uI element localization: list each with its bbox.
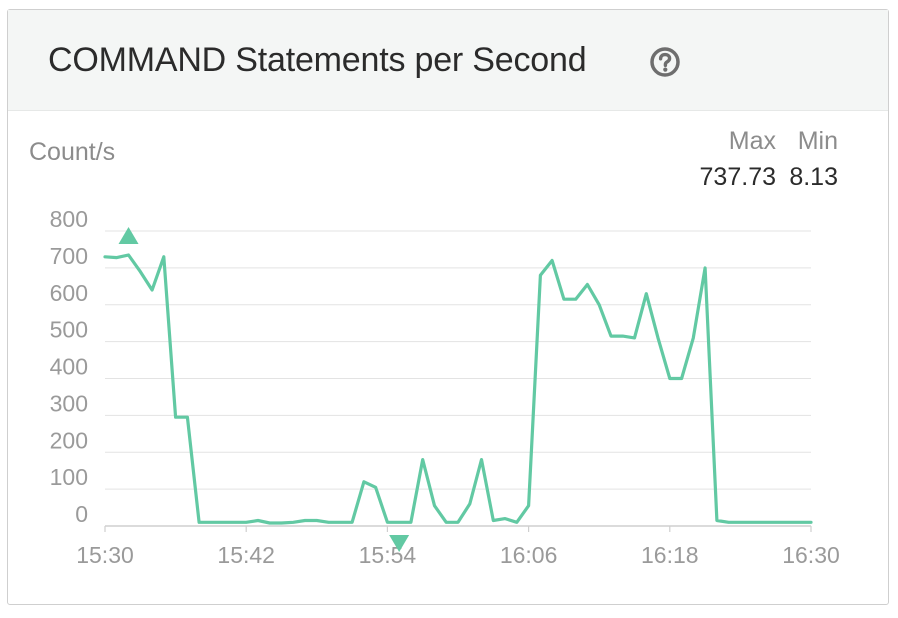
min-marker-icon [389,535,410,552]
series-layer [103,253,813,525]
y-tick-label: 0 [75,501,88,527]
panel-title: COMMAND Statements per Second [48,41,587,79]
x-tick-label: 16:18 [641,542,699,568]
x-tick-label: 15:42 [217,542,275,568]
min-label: Min [797,127,838,155]
max-marker-icon [118,226,139,244]
question-circle-icon[interactable] [649,46,681,78]
x-tick-label: 15:54 [359,542,417,568]
y-tick-label: 500 [50,317,88,343]
x-tick-label: 16:30 [782,542,840,568]
max-label: Max [728,127,776,155]
max-value: 737.73 [699,163,776,191]
min-stat: Min 8.13 [786,124,838,196]
marker-layer [118,226,410,552]
unit-label: Count/s [29,138,116,166]
x-tick-label: 16:06 [500,542,558,568]
y-tick-label: 700 [50,243,88,269]
x-tick-label: 15:30 [76,542,134,568]
x-axis-ticks: 15:30 15:42 15:54 16:06 16:18 16:30 [76,526,840,568]
y-tick-label: 400 [50,354,88,380]
min-value: 8.13 [789,163,838,191]
y-tick-label: 600 [50,280,88,306]
panel-header: COMMAND Statements per Second [8,10,888,111]
y-tick-label: 100 [50,464,88,490]
series-line [103,253,813,525]
y-axis-ticks: 0 100 200 300 400 500 600 700 800 [50,206,88,527]
grid-lines [105,230,811,527]
y-tick-label: 300 [50,390,88,416]
chart-panel: COMMAND Statements per Second Count/s Ma… [7,9,889,605]
y-tick-label: 800 [50,206,88,232]
max-stat: Max 737.73 [676,124,776,196]
y-tick-label: 200 [50,427,88,453]
